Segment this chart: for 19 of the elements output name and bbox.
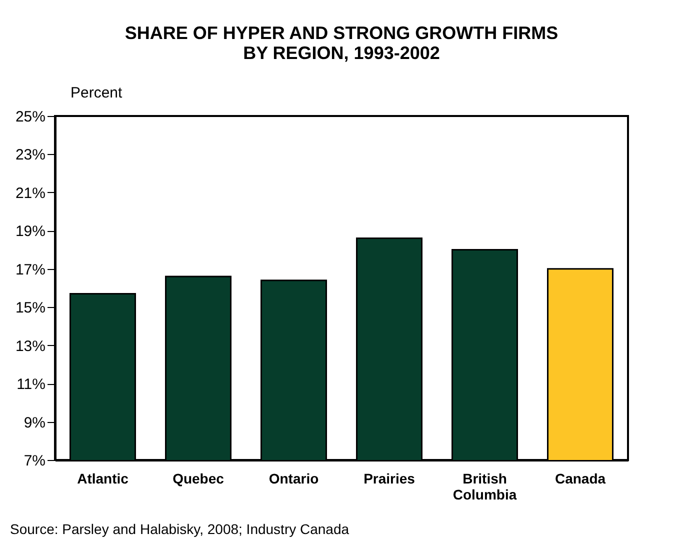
y-tick-label: 7%	[24, 452, 46, 470]
chart-title: SHARE OF HYPER AND STRONG GROWTH FIRMS BY REGION, 1993-2002	[124, 23, 558, 63]
y-tick-label: 9%	[24, 414, 46, 432]
x-tick-label: Canada	[554, 470, 606, 486]
y-tick-label: 23%	[15, 146, 46, 164]
x-tick-label: Atlantic	[77, 470, 129, 486]
x-tick-label: Prairies	[364, 470, 416, 486]
source-note: Source: Parsley and Halabisky, 2008; Industry Canada	[10, 521, 350, 537]
x-tick-label: Quebec	[172, 470, 224, 486]
y-tick-label: 25%	[15, 108, 46, 126]
x-tick-label: British Columbia	[452, 470, 517, 502]
y-tick-label: 11%	[16, 376, 46, 394]
y-tick-label: 17%	[15, 261, 46, 278]
y-tick-label: 19%	[15, 223, 46, 240]
y-tick-label: 15%	[15, 300, 46, 317]
y-tick-label: 21%	[15, 184, 46, 202]
y-tick-label: 13%	[15, 338, 46, 355]
x-tick-label: Ontario	[268, 470, 319, 486]
y-axis-title: Percent	[70, 84, 124, 102]
